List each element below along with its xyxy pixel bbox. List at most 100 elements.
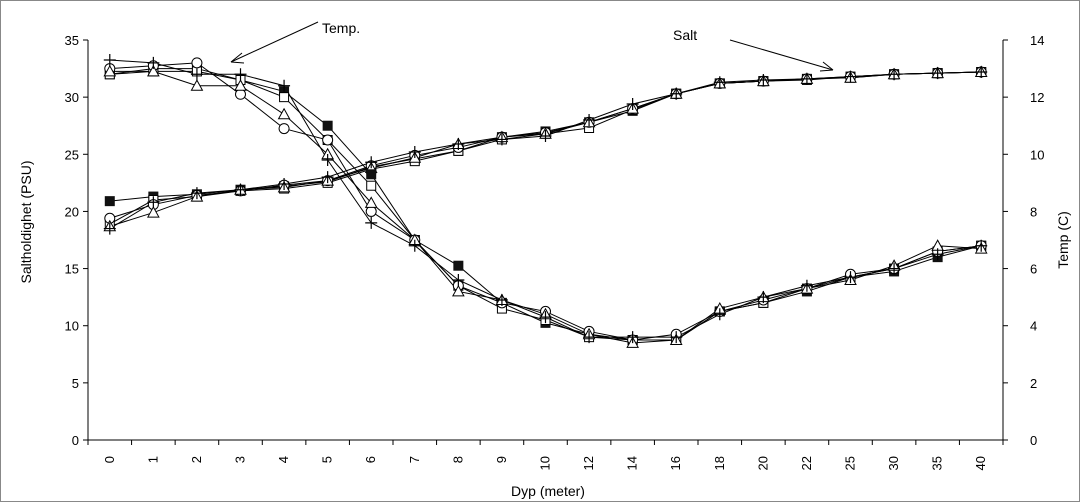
- x-tick-label: 6: [363, 456, 378, 463]
- markers-layer: [103, 54, 988, 348]
- point-open-circle: [235, 88, 246, 100]
- x-tick-label: 1: [145, 456, 160, 463]
- point-plus: [103, 222, 116, 235]
- point-plus: [234, 68, 247, 81]
- x-tick-label: 30: [886, 456, 901, 470]
- point-plus: [147, 196, 160, 209]
- x-tick-label: 16: [668, 456, 683, 470]
- point-plus: [452, 274, 465, 286]
- x-tick-label: 25: [843, 456, 858, 470]
- point-plus: [800, 279, 813, 292]
- y-right-tick-label: 6: [1030, 262, 1037, 277]
- x-tick-label: 35: [930, 456, 945, 470]
- x-tick-label: 5: [320, 456, 335, 463]
- x-tick-label: 7: [407, 456, 422, 463]
- point-plus: [975, 239, 988, 252]
- point-plus: [670, 87, 683, 100]
- x-tick-label: 40: [973, 456, 988, 470]
- y-left-tick-label: 35: [65, 33, 79, 48]
- point-filled-square: [366, 169, 377, 180]
- point-open-triangle: [103, 64, 117, 77]
- x-tick-label: 4: [276, 456, 291, 463]
- point-open-circle: [365, 205, 377, 217]
- point-plus: [931, 67, 944, 80]
- x-tick-label: 18: [712, 456, 727, 470]
- point-open-triangle: [277, 107, 291, 120]
- point-plus: [844, 70, 857, 83]
- point-open-circle: [322, 134, 334, 146]
- point-plus: [408, 239, 421, 252]
- point-filled-square: [104, 196, 115, 207]
- x-tick-label: 8: [450, 456, 465, 463]
- y-right-tick-label: 2: [1030, 376, 1037, 391]
- point-plus: [757, 291, 770, 304]
- y-right-tick-label: 4: [1030, 319, 1037, 334]
- y-left-tick-label: 0: [72, 433, 79, 448]
- annotations: Temp. Salt: [230, 20, 834, 72]
- y-right-tick-label: 14: [1030, 33, 1044, 48]
- point-plus: [408, 146, 421, 158]
- point-open-triangle: [147, 64, 160, 77]
- point-plus: [147, 56, 160, 69]
- annotation-salt-arrow: [729, 39, 834, 71]
- y-right-tick-label: 8: [1030, 204, 1037, 219]
- y-right-tick-label: 0: [1030, 433, 1037, 448]
- point-open-triangle: [364, 196, 378, 208]
- point-plus: [278, 79, 291, 92]
- point-open-circle: [191, 57, 203, 69]
- point-plus: [365, 216, 378, 229]
- x-tick-label: 0: [102, 456, 117, 463]
- point-open-circle: [278, 123, 290, 135]
- point-open-square: [279, 92, 290, 103]
- point-open-triangle: [190, 79, 204, 91]
- y-left-tick-label: 30: [65, 90, 79, 105]
- x-tick-label: 12: [581, 456, 596, 470]
- annotation-temp-label: Temp.: [322, 20, 360, 36]
- point-plus: [495, 294, 508, 306]
- x-tick-label: 9: [494, 456, 509, 463]
- point-plus: [539, 311, 552, 324]
- y-right-tick-label: 10: [1030, 147, 1044, 162]
- point-plus: [844, 271, 857, 284]
- x-tick-label: 3: [233, 456, 248, 463]
- y-axis-left-title: Saltholdighet (PSU): [18, 161, 34, 284]
- point-open-triangle: [234, 79, 247, 91]
- annotation-temp-arrow: [230, 21, 319, 63]
- point-filled-square: [453, 260, 464, 271]
- point-plus: [713, 308, 726, 321]
- point-plus: [583, 331, 596, 344]
- point-plus: [626, 98, 639, 110]
- point-plus: [103, 54, 116, 66]
- point-open-triangle: [452, 284, 465, 297]
- point-plus: [321, 171, 334, 184]
- x-tick-label: 22: [799, 456, 814, 470]
- point-open-triangle: [147, 206, 160, 218]
- y-left-tick-label: 25: [65, 147, 79, 162]
- point-filled-square: [322, 120, 333, 131]
- point-plus: [321, 154, 334, 166]
- x-tick-label: 2: [189, 456, 204, 463]
- point-plus: [670, 331, 683, 344]
- point-plus: [626, 331, 639, 344]
- point-plus: [190, 68, 203, 81]
- point-plus: [713, 76, 726, 89]
- y-axis-right-title: Temp (C): [1055, 211, 1071, 269]
- y-left-tick-label: 5: [72, 376, 79, 391]
- point-plus: [975, 66, 988, 78]
- point-plus: [278, 178, 291, 190]
- y-left-tick-label: 20: [65, 204, 79, 219]
- x-tick-label: 14: [625, 456, 640, 470]
- point-plus: [190, 187, 203, 200]
- point-plus: [757, 74, 770, 86]
- point-plus: [888, 262, 901, 275]
- point-plus: [452, 138, 465, 150]
- x-tick-label: 20: [755, 456, 770, 470]
- point-plus: [800, 72, 813, 85]
- point-plus: [365, 156, 378, 169]
- x-tick-label: 10: [538, 456, 553, 470]
- point-open-square: [366, 180, 377, 191]
- annotation-salt-label: Salt: [673, 27, 697, 43]
